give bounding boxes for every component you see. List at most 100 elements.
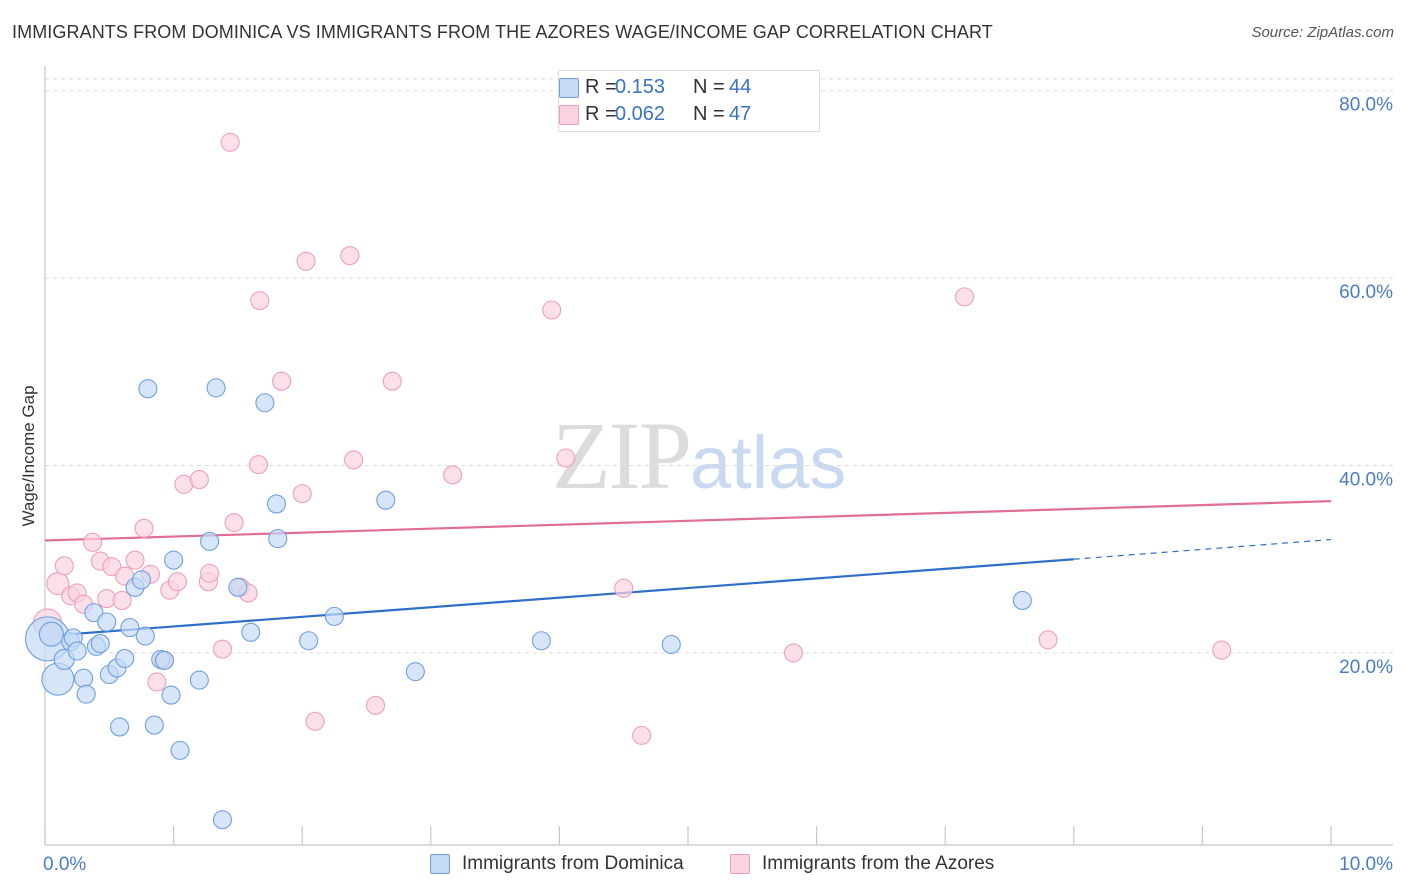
- source-credit: Source: ZipAtlas.com: [1251, 24, 1394, 41]
- data-point-azores: [382, 371, 402, 391]
- tick-labels: 20.0% 40.0% 60.0% 80.0% 0.0% 10.0%: [43, 95, 1393, 875]
- data-point-dominica: [324, 606, 344, 626]
- data-point-azores: [134, 518, 154, 538]
- watermark-atlas: atlas: [690, 421, 847, 504]
- data-points: [25, 132, 1232, 830]
- data-point-dominica: [155, 650, 175, 670]
- data-point-azores: [340, 246, 360, 266]
- data-point-azores: [250, 291, 270, 311]
- data-point-dominica: [138, 379, 158, 399]
- data-point-dominica: [189, 670, 209, 690]
- watermark-zip: ZIP: [552, 402, 692, 509]
- data-point-azores: [167, 572, 188, 592]
- trend-line-1: [44, 500, 1332, 542]
- data-point-dominica: [255, 393, 275, 413]
- data-point-dominica: [266, 494, 287, 514]
- legend-label-azores: Immigrants from the Azores: [762, 853, 995, 874]
- r-value-dominica: 0.153: [615, 75, 666, 98]
- x-tick-label: 0.0%: [43, 854, 86, 875]
- data-point-dominica: [170, 740, 190, 760]
- r-value-azores: 0.062: [615, 102, 666, 125]
- data-point-dominica: [405, 662, 425, 682]
- y-tick-label: 60.0%: [1339, 282, 1393, 303]
- chart-title: IMMIGRANTS FROM DOMINICA VS IMMIGRANTS F…: [12, 22, 993, 42]
- data-point-dominica: [110, 717, 130, 737]
- x-tick-label: 10.0%: [1339, 854, 1393, 875]
- n-label: N =: [693, 75, 725, 98]
- data-point-azores: [344, 450, 364, 470]
- legend-swatch-azores: [730, 854, 750, 874]
- y-axis-label: Wage/Income Gap: [19, 385, 38, 526]
- data-point-azores: [189, 470, 209, 490]
- data-point-dominica: [661, 634, 681, 655]
- data-point-dominica: [67, 641, 87, 661]
- data-point-dominica: [97, 612, 117, 632]
- n-value-azores: 47: [729, 102, 752, 125]
- legend-swatch-dominica: [430, 854, 450, 874]
- data-point-dominica: [241, 622, 261, 642]
- data-point-dominica: [161, 685, 181, 705]
- data-point-dominica: [212, 810, 233, 830]
- data-point-azores: [632, 725, 652, 745]
- data-point-dominica: [164, 550, 184, 570]
- data-point-dominica: [74, 668, 94, 688]
- legend-item-azores: Immigrants from the Azores: [730, 851, 994, 877]
- data-point-dominica: [144, 715, 164, 735]
- data-point-azores: [212, 639, 233, 659]
- data-point-azores: [556, 448, 576, 468]
- data-point-azores: [248, 455, 269, 475]
- axes: [44, 66, 1393, 846]
- data-point-dominica: [299, 631, 319, 651]
- y-tick-label: 40.0%: [1339, 470, 1393, 491]
- data-point-dominica: [38, 621, 64, 647]
- data-point-dominica: [200, 531, 220, 551]
- r-label: R =: [585, 102, 617, 125]
- r-label: R =: [585, 75, 617, 98]
- legend-swatch-dominica: [559, 78, 579, 98]
- trend-line-extension-0: [1073, 538, 1332, 560]
- data-point-dominica: [115, 648, 135, 669]
- data-point-azores: [1212, 640, 1232, 660]
- data-point-azores: [443, 465, 463, 485]
- trend-lines: [44, 500, 1332, 638]
- legend-label-dominica: Immigrants from Dominica: [462, 853, 684, 874]
- data-point-azores: [542, 300, 562, 320]
- data-point-dominica: [84, 603, 104, 623]
- data-point-azores: [102, 557, 122, 577]
- data-point-azores: [783, 643, 804, 663]
- legend-row-azores: R = 0.062 N = 47: [559, 102, 752, 126]
- legend-row-dominica: R = 0.153 N = 44: [559, 75, 751, 99]
- data-point-dominica: [268, 529, 288, 549]
- legend-item-dominica: Immigrants from Dominica: [430, 851, 684, 877]
- data-point-azores: [200, 563, 220, 583]
- data-point-dominica: [131, 570, 151, 590]
- data-point-azores: [1038, 630, 1058, 650]
- data-point-azores: [272, 371, 292, 391]
- data-point-dominica: [76, 684, 96, 704]
- data-point-dominica: [135, 626, 155, 646]
- data-point-dominica: [206, 378, 226, 398]
- data-point-azores: [224, 513, 244, 533]
- data-point-dominica: [531, 631, 551, 651]
- gridlines: [45, 78, 1393, 654]
- y-tick-label: 80.0%: [1339, 95, 1393, 116]
- data-point-azores: [954, 287, 975, 307]
- watermark: ZIPatlas: [552, 400, 846, 511]
- legend-swatch-azores: [559, 105, 579, 125]
- correlation-legend: R = 0.153 N = 44 R = 0.062 N = 47: [558, 70, 820, 132]
- data-point-azores: [220, 132, 240, 152]
- data-point-azores: [125, 550, 145, 570]
- data-point-azores: [292, 484, 312, 504]
- data-point-azores: [54, 556, 74, 576]
- data-point-dominica: [228, 577, 248, 597]
- data-point-azores: [296, 251, 316, 271]
- data-point-azores: [305, 711, 325, 731]
- trend-line-0: [44, 558, 1074, 638]
- data-point-azores: [365, 695, 386, 715]
- n-label: N =: [693, 102, 725, 125]
- data-point-azores: [83, 532, 103, 552]
- data-point-azores: [614, 578, 634, 598]
- data-point-azores: [147, 672, 167, 692]
- data-point-dominica: [1012, 590, 1032, 611]
- data-point-azores: [112, 590, 132, 611]
